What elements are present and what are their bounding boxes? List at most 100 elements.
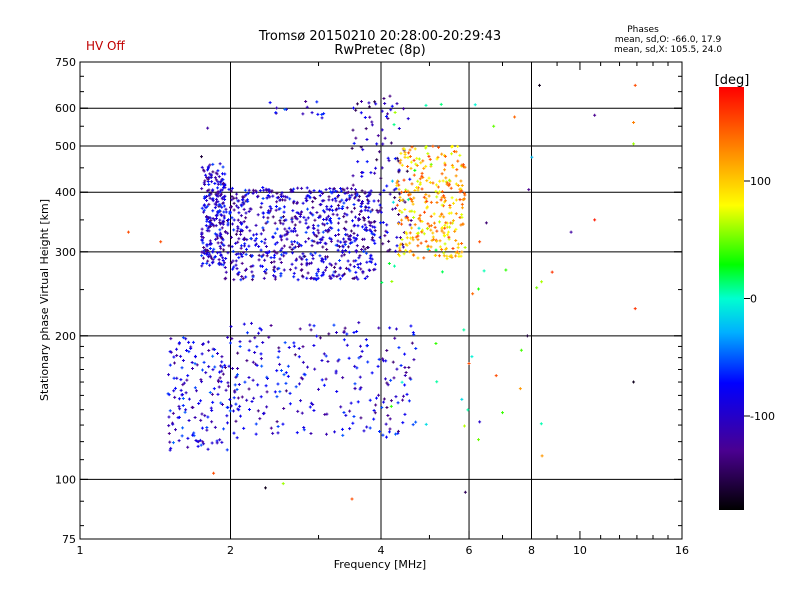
- echo-point: [232, 196, 236, 200]
- echo-point: [501, 411, 505, 415]
- echo-point: [417, 226, 421, 230]
- echo-point: [406, 198, 410, 202]
- echo-point: [238, 340, 242, 344]
- echo-point: [220, 188, 224, 192]
- echo-point: [379, 206, 383, 210]
- echo-point: [266, 188, 270, 192]
- echo-point: [273, 231, 277, 235]
- echo-point: [221, 238, 225, 242]
- echo-point: [420, 171, 424, 175]
- echo-point: [457, 252, 461, 256]
- echo-point: [296, 186, 300, 190]
- echo-point: [243, 380, 247, 384]
- echo-point: [368, 426, 372, 430]
- echo-point: [275, 191, 279, 195]
- echo-point: [297, 242, 301, 246]
- echo-point: [210, 409, 214, 413]
- echo-point: [228, 409, 232, 413]
- echo-point: [416, 234, 420, 238]
- echo-point: [377, 150, 381, 154]
- echo-point: [407, 399, 411, 403]
- echo-point: [270, 189, 274, 193]
- colorbar-tick-label: 100: [750, 175, 771, 188]
- echo-point: [408, 197, 412, 201]
- echo-point: [159, 240, 163, 244]
- echo-point: [394, 249, 398, 253]
- echo-point: [219, 246, 223, 250]
- echo-point: [208, 390, 212, 394]
- echo-point: [431, 144, 435, 148]
- echo-point: [221, 258, 225, 262]
- echo-point: [403, 208, 407, 212]
- echo-point: [199, 443, 203, 447]
- echo-point: [228, 212, 232, 216]
- echo-point: [342, 237, 346, 241]
- echo-point: [438, 190, 442, 194]
- echo-point: [482, 269, 486, 273]
- echo-point: [201, 241, 205, 245]
- echo-point: [271, 431, 275, 435]
- echo-point: [181, 397, 185, 401]
- echo-point: [424, 197, 428, 201]
- echo-point: [206, 259, 210, 263]
- echo-point: [177, 404, 181, 408]
- echo-point: [244, 211, 248, 215]
- echo-point: [216, 351, 220, 355]
- echo-point: [342, 240, 346, 244]
- echo-point: [416, 238, 420, 242]
- echo-point: [403, 155, 407, 159]
- echo-point: [309, 190, 313, 194]
- echo-point: [341, 205, 345, 209]
- echo-point: [194, 389, 198, 393]
- echo-point: [282, 254, 286, 258]
- echo-point: [242, 426, 246, 430]
- echo-point: [519, 348, 523, 352]
- echo-point: [320, 199, 324, 203]
- echo-point: [337, 193, 341, 197]
- echo-point: [218, 162, 222, 166]
- echo-point: [434, 183, 438, 187]
- echo-point: [245, 198, 249, 202]
- echo-point: [444, 176, 448, 180]
- echo-point: [279, 248, 283, 252]
- echo-point: [310, 276, 314, 280]
- echo-point: [463, 165, 467, 169]
- echo-point: [356, 233, 360, 237]
- echo-point: [416, 188, 420, 192]
- echo-point: [400, 210, 404, 214]
- echo-point: [205, 253, 209, 257]
- echo-point: [395, 244, 399, 248]
- echo-point: [363, 191, 367, 195]
- echo-point: [435, 229, 439, 233]
- echo-point: [313, 218, 317, 222]
- echo-point: [184, 408, 188, 412]
- echo-point: [221, 219, 225, 223]
- echo-point: [363, 115, 367, 119]
- echo-point: [494, 374, 498, 378]
- echo-point: [412, 173, 416, 177]
- echo-point: [345, 206, 349, 210]
- echo-point: [449, 221, 453, 225]
- echo-point: [290, 247, 294, 251]
- echo-point: [322, 217, 326, 221]
- echo-point: [206, 168, 210, 172]
- echo-point: [513, 115, 517, 119]
- echo-point: [221, 178, 225, 182]
- echo-point: [395, 102, 399, 106]
- echo-point: [392, 188, 396, 192]
- echo-point: [301, 377, 305, 381]
- echo-point: [272, 268, 276, 272]
- echo-point: [540, 280, 544, 284]
- echo-point: [288, 245, 292, 249]
- echo-point: [454, 150, 458, 154]
- echo-point: [386, 383, 390, 387]
- echo-point: [199, 418, 203, 422]
- echo-point: [403, 383, 407, 387]
- echo-point: [431, 181, 435, 185]
- echo-point: [368, 221, 372, 225]
- echo-point: [224, 230, 228, 234]
- echo-point: [187, 340, 191, 344]
- y-tick-label: 600: [55, 102, 76, 115]
- echo-point: [229, 324, 233, 328]
- echo-point: [310, 244, 314, 248]
